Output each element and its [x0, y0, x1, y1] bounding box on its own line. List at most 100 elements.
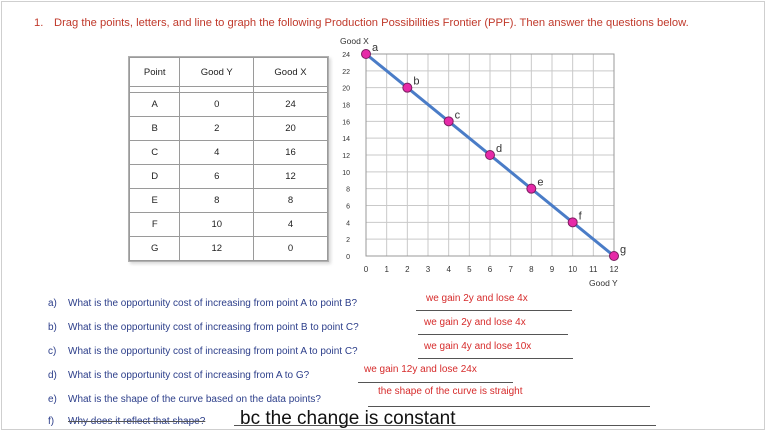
x-tick-label: 3 — [426, 265, 431, 274]
y-axis-title: Good X — [340, 36, 369, 46]
table-cell: C — [128, 140, 181, 165]
instruction-text: 1. Drag the points, letters, and line to … — [34, 17, 689, 29]
x-tick-label: 11 — [589, 265, 598, 274]
question-b: b) What is the opportunity cost of increa… — [48, 322, 359, 333]
question-text: Why does it reflect that shape? — [68, 416, 206, 427]
x-tick-label: 5 — [467, 265, 472, 274]
chart-grid — [365, 53, 615, 257]
x-tick-label: 6 — [488, 265, 493, 274]
question-letter: e) — [48, 394, 57, 405]
y-tick-label: 22 — [342, 69, 350, 76]
question-text: What is the opportunity cost of increasi… — [68, 298, 358, 309]
y-tick-label: 18 — [342, 103, 350, 110]
question-text: What is the shape of the curve based on … — [68, 394, 321, 405]
answer-line — [368, 406, 650, 407]
ppf-point-b[interactable] — [402, 82, 413, 93]
ppf-point-label-c[interactable]: c — [455, 109, 461, 121]
x-tick-label: 4 — [446, 265, 451, 274]
x-tick-label: 1 — [384, 265, 389, 274]
ppf-point-f[interactable] — [567, 217, 578, 228]
table-cell: F — [128, 212, 181, 237]
table-row: C 4 16 — [128, 140, 328, 165]
table-row: F 10 4 — [128, 212, 328, 237]
answer-f[interactable]: bc the change is constant — [240, 408, 456, 429]
table-cell: 10 — [179, 212, 255, 237]
question-a: a) What is the opportunity cost of increa… — [48, 298, 357, 309]
table-cell: 20 — [253, 116, 328, 141]
answer-line — [418, 334, 568, 335]
question-letter: d) — [48, 370, 57, 381]
table-cell: G — [128, 236, 181, 261]
question-c: c) What is the opportunity cost of increa… — [48, 346, 358, 357]
answer-b[interactable]: we gain 2y and lose 4x — [424, 317, 526, 328]
answer-line — [358, 382, 513, 383]
table-row: B 2 20 — [128, 116, 328, 141]
y-tick-label: 0 — [346, 254, 350, 261]
ppf-point-label-e[interactable]: e — [537, 177, 543, 189]
question-text: What is the opportunity cost of increasi… — [68, 346, 358, 357]
table-cell: B — [128, 116, 181, 141]
ppf-points-layer[interactable]: a b c d e f g — [361, 42, 627, 261]
table-cell: 0 — [179, 92, 255, 117]
table-spacer-row — [128, 86, 328, 93]
table-cell: 6 — [179, 164, 255, 189]
table-cell: A — [128, 92, 181, 117]
table-cell: 8 — [253, 188, 328, 213]
y-tick-label: 12 — [342, 153, 350, 160]
table-cell: 8 — [179, 188, 255, 213]
answer-d[interactable]: we gain 12y and lose 24x — [364, 364, 477, 375]
question-f: f) Why does it reflect that shape? — [48, 416, 205, 427]
y-tick-label: 4 — [346, 220, 350, 227]
ppf-point-g[interactable] — [609, 251, 619, 261]
ppf-point-d[interactable] — [485, 150, 495, 160]
answer-a[interactable]: we gain 2y and lose 4x — [426, 293, 528, 304]
table-cell: 16 — [253, 140, 328, 165]
y-tick-label: 24 — [342, 52, 350, 59]
instruction-body: Drag the points, letters, and line to gr… — [54, 17, 689, 29]
y-tick-label: 8 — [346, 187, 350, 194]
table-header-row: Point Good Y Good X — [128, 57, 328, 87]
ppf-point-c[interactable] — [443, 116, 454, 127]
x-tick-label: 0 — [364, 265, 369, 274]
y-tick-label: 6 — [346, 204, 350, 211]
ppf-point-label-b[interactable]: b — [413, 76, 419, 88]
table-cell: 0 — [253, 236, 328, 261]
ppf-point-e[interactable] — [526, 183, 537, 194]
x-tick-label: 10 — [568, 265, 577, 274]
table-header-good-y: Good Y — [179, 57, 255, 87]
table-header-good-x: Good X — [253, 57, 328, 87]
ppf-point-label-g[interactable]: g — [620, 244, 626, 256]
ppf-point-label-f[interactable]: f — [579, 210, 583, 222]
ppf-point-label-d[interactable]: d — [496, 143, 502, 155]
x-tick-label: 2 — [405, 265, 410, 274]
ppf-data-table: Point Good Y Good X A 0 24 B 2 20 C 4 16 D 6 12 … — [128, 56, 329, 262]
question-letter: a) — [48, 298, 57, 309]
table-cell: D — [128, 164, 181, 189]
y-tick-label: 14 — [342, 136, 350, 143]
answer-c[interactable]: we gain 4y and lose 10x — [424, 341, 532, 352]
table-cell: 4 — [179, 140, 255, 165]
y-tick-label: 2 — [346, 237, 350, 244]
ppf-point-a[interactable] — [361, 49, 371, 59]
answer-e[interactable]: the shape of the curve is straight — [378, 386, 523, 397]
instruction-number: 1. — [34, 17, 44, 29]
question-letter: f) — [48, 416, 55, 427]
question-d: d) What is the opportunity cost of increa… — [48, 370, 309, 381]
plot-frame — [365, 53, 615, 257]
table-cell: 24 — [253, 92, 328, 117]
table-header-point: Point — [128, 57, 181, 87]
answer-line — [418, 358, 573, 359]
table-row: G 12 0 — [128, 236, 328, 261]
y-tick-label: 10 — [342, 170, 350, 177]
x-tick-label: 7 — [508, 265, 513, 274]
question-text: What is the opportunity cost of increasi… — [68, 370, 310, 381]
x-tick-label: 8 — [529, 265, 534, 274]
answer-line — [234, 425, 656, 426]
x-tick-label: 12 — [610, 265, 619, 274]
table-cell: E — [128, 188, 181, 213]
table-cell: 12 — [179, 236, 255, 261]
ppf-point-label-a[interactable]: a — [372, 42, 379, 54]
table-cell: 2 — [179, 116, 255, 141]
